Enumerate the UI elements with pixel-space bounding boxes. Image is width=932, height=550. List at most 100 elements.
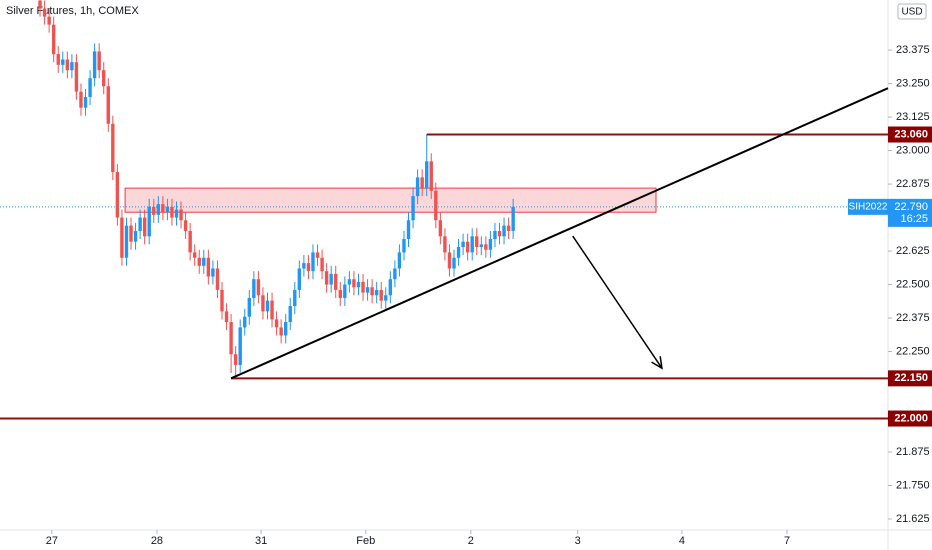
candle-body bbox=[238, 327, 242, 365]
candle-body bbox=[402, 239, 406, 253]
y-tick-label: 22.625 bbox=[896, 245, 930, 257]
candle-body bbox=[352, 279, 356, 288]
candle-body bbox=[279, 327, 283, 336]
candle-body bbox=[397, 252, 402, 269]
candle-body bbox=[220, 289, 224, 312]
candle-body bbox=[479, 244, 484, 248]
candle-body bbox=[202, 257, 206, 266]
x-tick-label: 3 bbox=[575, 535, 581, 547]
symbol-box bbox=[848, 198, 888, 215]
candle-body bbox=[475, 236, 479, 248]
candle-body bbox=[311, 252, 315, 272]
candle-body bbox=[329, 273, 333, 285]
candle-body bbox=[429, 161, 433, 191]
candle-body bbox=[347, 279, 352, 285]
candle-body bbox=[106, 86, 110, 124]
level-label-box bbox=[888, 410, 932, 427]
candle-body bbox=[243, 316, 247, 328]
candle-body bbox=[493, 230, 497, 240]
candle-body bbox=[302, 263, 306, 269]
candle-body bbox=[447, 252, 452, 269]
y-tick-label: 21.750 bbox=[896, 479, 930, 491]
level-label: 23.060 bbox=[894, 128, 928, 140]
level-label-box bbox=[888, 126, 932, 143]
candle-body bbox=[283, 322, 288, 336]
y-tick-label: 22.375 bbox=[896, 312, 930, 324]
y-tick-label: 21.875 bbox=[896, 446, 930, 458]
trendline bbox=[230, 87, 889, 380]
candle-body bbox=[142, 217, 147, 237]
candle-body bbox=[56, 54, 60, 65]
candle-body bbox=[334, 273, 338, 290]
candle-body bbox=[74, 62, 79, 92]
x-tick-label: 7 bbox=[784, 535, 790, 547]
y-tick-label: 23.250 bbox=[896, 78, 930, 90]
candle-body bbox=[197, 257, 201, 266]
candle-body bbox=[188, 230, 192, 253]
candle-body bbox=[484, 244, 488, 250]
candle-body bbox=[211, 268, 215, 277]
countdown-label: 16:25 bbox=[900, 213, 928, 225]
candle-body bbox=[452, 257, 456, 269]
candle-body bbox=[415, 177, 420, 197]
y-tick-label: 23.000 bbox=[896, 144, 930, 156]
candle-body bbox=[229, 322, 233, 355]
candle-body bbox=[420, 177, 424, 189]
level-label: 22.000 bbox=[894, 412, 928, 424]
x-tick-label: Feb bbox=[356, 535, 375, 547]
candle-body bbox=[111, 123, 115, 173]
y-tick-label: 22.875 bbox=[896, 178, 930, 190]
candle-body bbox=[406, 220, 411, 240]
candle-body bbox=[247, 297, 251, 317]
resistance-zone bbox=[124, 187, 657, 213]
candle-body bbox=[115, 172, 120, 218]
candle-body bbox=[161, 204, 165, 213]
candle-body bbox=[252, 279, 256, 298]
candle-body bbox=[293, 289, 297, 306]
candle-body bbox=[156, 204, 161, 215]
candle-body bbox=[506, 225, 511, 231]
candle-body bbox=[443, 236, 447, 253]
candle-body bbox=[261, 295, 265, 312]
candle-body bbox=[152, 206, 156, 215]
candle-body bbox=[97, 51, 101, 71]
candle-body bbox=[411, 196, 415, 221]
level-label-box bbox=[888, 370, 932, 387]
candle-body bbox=[470, 236, 474, 253]
candle-body bbox=[224, 311, 229, 323]
candle-body bbox=[465, 241, 470, 253]
x-tick-label: 4 bbox=[679, 535, 685, 547]
candle-body bbox=[379, 289, 383, 301]
candle-body bbox=[288, 305, 292, 323]
candle-body bbox=[456, 247, 461, 258]
candle-body bbox=[365, 287, 370, 293]
arrow-line bbox=[572, 235, 663, 369]
symbol-label: SIH2022 bbox=[849, 201, 888, 212]
candle-body bbox=[361, 281, 365, 293]
candle-body bbox=[120, 217, 124, 258]
candle-body bbox=[129, 225, 133, 242]
candle-body bbox=[393, 268, 397, 280]
candle-body bbox=[425, 161, 429, 189]
candle-body bbox=[497, 230, 502, 237]
candle-body bbox=[70, 62, 74, 71]
candle-body bbox=[102, 70, 106, 87]
candle-body bbox=[265, 300, 270, 312]
candle-body bbox=[51, 24, 56, 55]
candle-body bbox=[356, 281, 361, 288]
candle-body bbox=[256, 279, 261, 296]
candle-body bbox=[338, 289, 342, 298]
candle-body bbox=[370, 287, 374, 296]
candle-body bbox=[83, 96, 88, 108]
candle-body bbox=[138, 217, 142, 231]
level-label: 22.150 bbox=[894, 372, 928, 384]
candle-body bbox=[65, 59, 70, 71]
candle-body bbox=[374, 289, 379, 296]
candle-body bbox=[179, 209, 183, 221]
candle-body bbox=[170, 206, 174, 218]
candle-body bbox=[343, 284, 347, 298]
candle-body bbox=[174, 209, 179, 218]
candle-body bbox=[306, 263, 311, 272]
x-tick-label: 27 bbox=[46, 535, 58, 547]
chart-title: Silver Futures, 1h, COMEX bbox=[6, 5, 139, 17]
